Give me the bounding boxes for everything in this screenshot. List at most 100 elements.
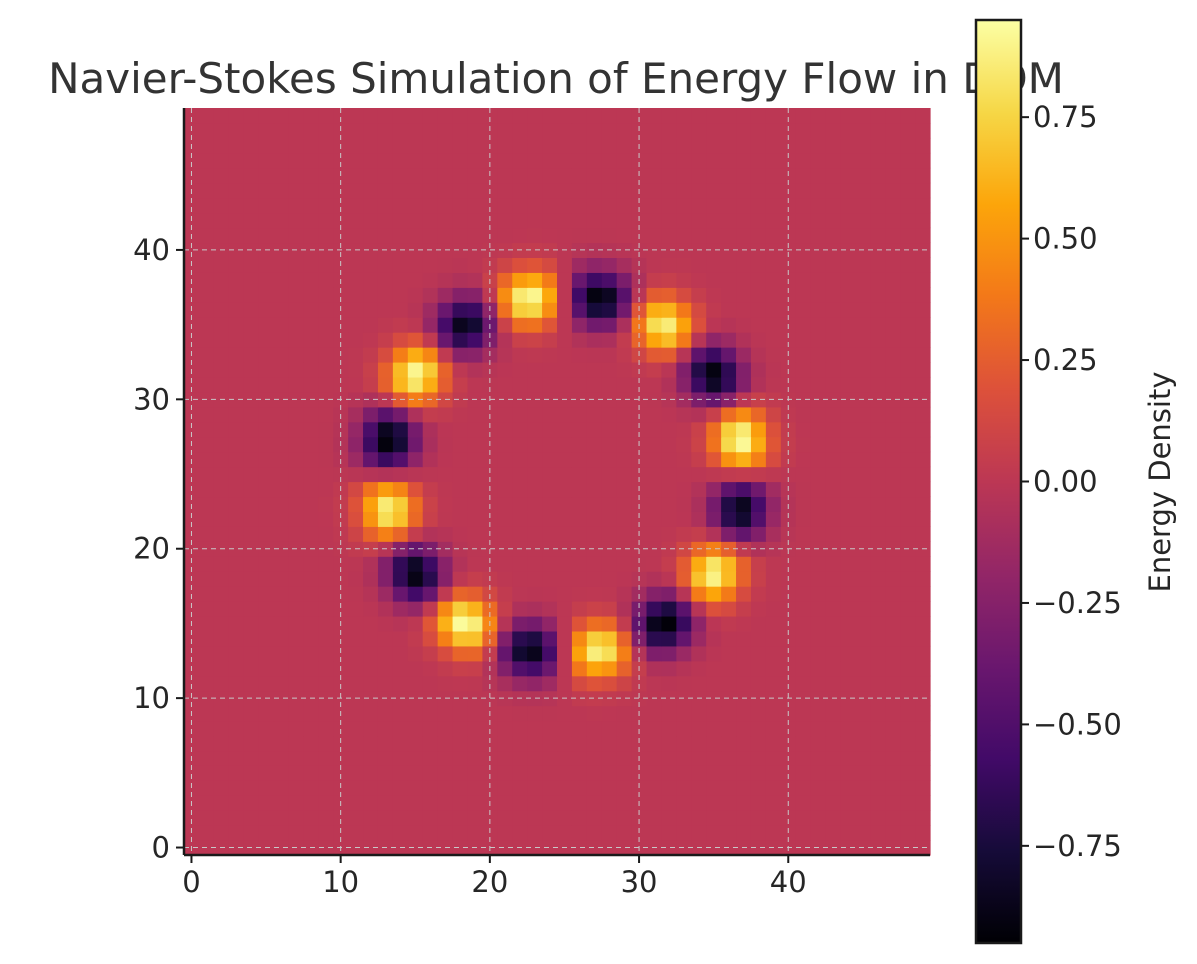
heatmap-cell (452, 302, 469, 318)
heatmap-cell (721, 406, 737, 423)
heatmap-cell (243, 526, 260, 542)
heatmap-cell (348, 347, 364, 363)
heatmap-cell (810, 257, 827, 273)
heatmap-cell (512, 496, 528, 512)
heatmap-cell (780, 630, 797, 647)
heatmap-cell (706, 242, 722, 258)
heatmap-cell (437, 511, 454, 527)
heatmap-cell (750, 257, 767, 273)
heatmap-cell (318, 690, 334, 707)
heatmap-cell (407, 496, 424, 512)
colorbar-tick-label: −0.50 (1033, 707, 1122, 741)
heatmap-cell (422, 675, 439, 692)
heatmap-cell (676, 571, 692, 587)
heatmap-cell (885, 361, 901, 378)
heatmap-cell (810, 780, 827, 796)
heatmap-cell (243, 436, 260, 453)
heatmap-cell (512, 406, 528, 423)
heatmap-cell (318, 197, 334, 214)
heatmap-cell (900, 227, 916, 244)
heatmap-cell (691, 586, 707, 602)
heatmap-cell (795, 660, 812, 677)
heatmap-cell (691, 182, 707, 199)
heatmap-cell (870, 137, 886, 154)
heatmap-cell (392, 451, 409, 468)
heatmap-cell (750, 361, 767, 378)
heatmap-cell (795, 630, 812, 647)
heatmap-cell (586, 167, 603, 184)
heatmap-cell (258, 227, 275, 244)
heatmap-cell (482, 152, 498, 169)
heatmap-cell (363, 272, 379, 288)
heatmap-cell (407, 541, 424, 557)
heatmap-cell (348, 720, 364, 737)
heatmap-cell (721, 421, 737, 438)
heatmap-cell (318, 571, 334, 587)
heatmap-cell (213, 750, 230, 766)
heatmap-cell (765, 660, 782, 677)
heatmap-cell (855, 496, 871, 512)
heatmap-cell (915, 436, 931, 453)
heatmap-cell (855, 780, 871, 796)
heatmap-cell (840, 526, 856, 542)
heatmap-cell (392, 586, 409, 602)
heatmap-cell (721, 765, 737, 781)
x-tick-label: 20 (471, 865, 508, 899)
heatmap-cell (915, 376, 931, 393)
heatmap-cell (258, 810, 275, 826)
heatmap-cell (900, 481, 916, 498)
heatmap-cell (228, 601, 245, 617)
heatmap-cell (571, 212, 588, 229)
heatmap-cell (348, 571, 364, 587)
heatmap-cell (616, 765, 633, 781)
heatmap-cell (915, 197, 931, 214)
heatmap-cell (198, 735, 215, 752)
heatmap-cell (377, 317, 394, 333)
heatmap-cell (601, 571, 618, 587)
heatmap-cell (616, 571, 633, 587)
heatmap-cell (213, 317, 230, 333)
heatmap-cell (243, 212, 260, 229)
heatmap-cell (706, 272, 722, 288)
heatmap-cell (571, 406, 588, 423)
heatmap-cell (557, 765, 573, 781)
heatmap-cell (363, 825, 379, 841)
heatmap-cell (616, 436, 633, 453)
heatmap-cell (258, 436, 275, 453)
heatmap-cell (601, 511, 618, 527)
heatmap-cell (795, 735, 812, 752)
heatmap-cell (213, 272, 230, 288)
heatmap-cell (333, 720, 349, 737)
heatmap-cell (840, 840, 856, 856)
heatmap-cell (616, 630, 633, 647)
heatmap-cell (467, 645, 483, 662)
heatmap-cell (631, 466, 648, 483)
heatmap-cell (258, 720, 275, 737)
heatmap-cell (392, 466, 409, 483)
heatmap-cell (631, 810, 648, 826)
heatmap-cell (333, 630, 349, 647)
heatmap-cell (288, 780, 304, 796)
heatmap-cell (706, 601, 722, 617)
heatmap-cell (885, 451, 901, 468)
heatmap-cell (840, 660, 856, 677)
heatmap-cell (571, 302, 588, 318)
heatmap-cell (736, 526, 752, 542)
heatmap-cell (885, 541, 901, 557)
heatmap-cell (542, 182, 558, 199)
heatmap-cell (631, 645, 648, 662)
heatmap-cell (184, 108, 200, 124)
heatmap-cell (706, 645, 722, 662)
heatmap-cell (542, 750, 558, 766)
heatmap-cell (288, 630, 304, 647)
heatmap-cell (527, 556, 543, 572)
heatmap-cell (691, 451, 707, 468)
heatmap-cell (527, 122, 543, 139)
heatmap-cell (661, 675, 677, 692)
heatmap-cell (870, 212, 886, 229)
heatmap-cell (825, 302, 842, 318)
heatmap-cell (601, 347, 618, 363)
heatmap-cell (765, 496, 782, 512)
heatmap-cell (870, 615, 886, 632)
heatmap-cell (840, 556, 856, 572)
